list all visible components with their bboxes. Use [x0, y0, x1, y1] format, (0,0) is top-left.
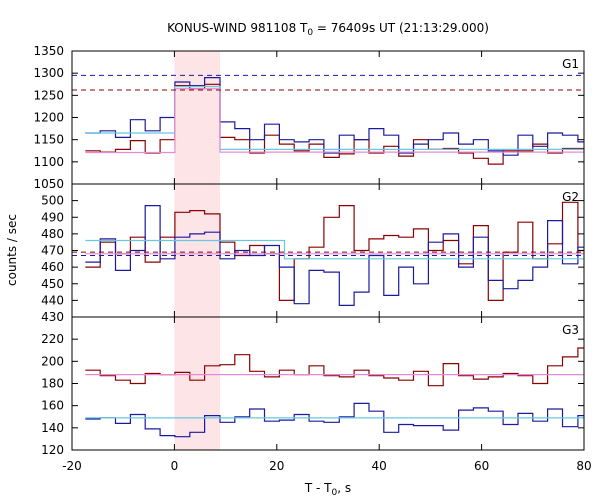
series-g3-g_red — [85, 347, 584, 387]
panel-frame-g3 — [71, 316, 585, 451]
panel-label-g3: G3 — [562, 323, 579, 337]
y-tick-label: 500 — [41, 194, 64, 208]
series-g1-cyan — [85, 85, 584, 150]
plot-area — [72, 74, 584, 438]
panel-frame-g2 — [71, 183, 585, 318]
y-tick-label: 1250 — [33, 88, 64, 102]
series-g2-cyan — [85, 239, 584, 260]
y-tick-label: 1200 — [33, 111, 64, 125]
y-tick-label: 430 — [41, 310, 64, 324]
y-tick-label: 220 — [41, 332, 64, 346]
y-tick-label: 120 — [41, 443, 64, 457]
y-tick-label: 470 — [41, 244, 64, 258]
x-tick-label: 60 — [474, 459, 489, 473]
y-tick-label: 1100 — [33, 155, 64, 169]
panel-g1 — [72, 74, 584, 165]
panel-frame-g1 — [71, 50, 585, 185]
x-tick-label: -20 — [62, 459, 82, 473]
series-g1-g_red — [85, 83, 584, 165]
series-g3-g_blue — [85, 402, 584, 438]
panel-frames: G11050110011501200125013001350G243044045… — [33, 44, 591, 473]
series-g2-g_red — [85, 201, 584, 301]
x-tick-label: 80 — [576, 459, 591, 473]
y-tick-label: 1300 — [33, 66, 64, 80]
x-tick-label: 0 — [171, 459, 179, 473]
y-tick-label: 140 — [41, 421, 64, 435]
chart-title: KONUS-WIND 981108 T0 = 76409s UT (21:13:… — [167, 21, 489, 38]
y-tick-label: 1050 — [33, 177, 64, 191]
y-tick-label: 490 — [41, 210, 64, 224]
panel-label-g1: G1 — [562, 57, 579, 71]
y-axis-label: counts / sec — [5, 214, 19, 286]
x-axis-label: T - T0, s — [304, 481, 351, 498]
burst-interval-highlight — [174, 51, 220, 450]
y-tick-label: 180 — [41, 377, 64, 391]
y-tick-label: 200 — [41, 354, 64, 368]
y-tick-label: 1150 — [33, 133, 64, 147]
y-tick-label: 480 — [41, 227, 64, 241]
y-tick-label: 450 — [41, 277, 64, 291]
y-tick-label: 460 — [41, 260, 64, 274]
x-tick-label: 40 — [372, 459, 387, 473]
series-g1-g_blue — [85, 77, 584, 156]
burst-highlight-band — [174, 51, 220, 450]
y-tick-label: 1350 — [33, 44, 64, 58]
series-g1-pink — [85, 88, 584, 154]
y-tick-label: 160 — [41, 399, 64, 413]
panel-label-g2: G2 — [562, 190, 579, 204]
x-tick-label: 20 — [269, 459, 284, 473]
panel-g3 — [85, 347, 584, 438]
panel-g2 — [72, 201, 584, 306]
y-tick-label: 440 — [41, 293, 64, 307]
